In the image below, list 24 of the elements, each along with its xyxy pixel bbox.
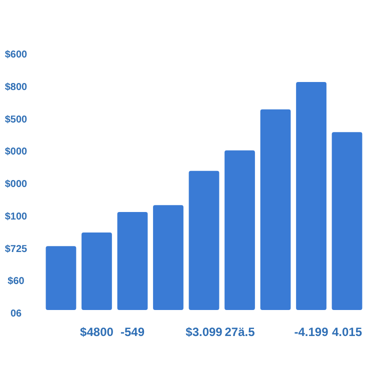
bar <box>296 82 326 310</box>
text: $800 <box>4 82 28 93</box>
text: 06 <box>10 308 22 320</box>
bar <box>46 246 76 310</box>
text: $500 <box>4 114 28 126</box>
text: $100 <box>4 211 28 222</box>
x-tick-label: -549 <box>120 325 145 339</box>
text: $60 <box>8 276 25 288</box>
text: $000 <box>4 179 28 190</box>
bar <box>260 109 291 310</box>
bar <box>224 150 255 310</box>
bar <box>332 132 362 310</box>
bar <box>82 232 112 310</box>
x-tick-label: $3.099 <box>186 325 223 339</box>
x-tick-label: 27ä.5 <box>224 325 256 339</box>
text: $000 <box>4 146 28 158</box>
text: $725 <box>4 244 28 255</box>
bar <box>188 170 220 310</box>
bar <box>153 205 184 310</box>
bar <box>117 212 148 310</box>
x-tick-label: $4800 <box>80 325 114 339</box>
text: $600 <box>4 50 28 60</box>
x-tick-label: 4.015 <box>332 325 362 339</box>
x-tick-label: -4.199 <box>294 325 329 339</box>
